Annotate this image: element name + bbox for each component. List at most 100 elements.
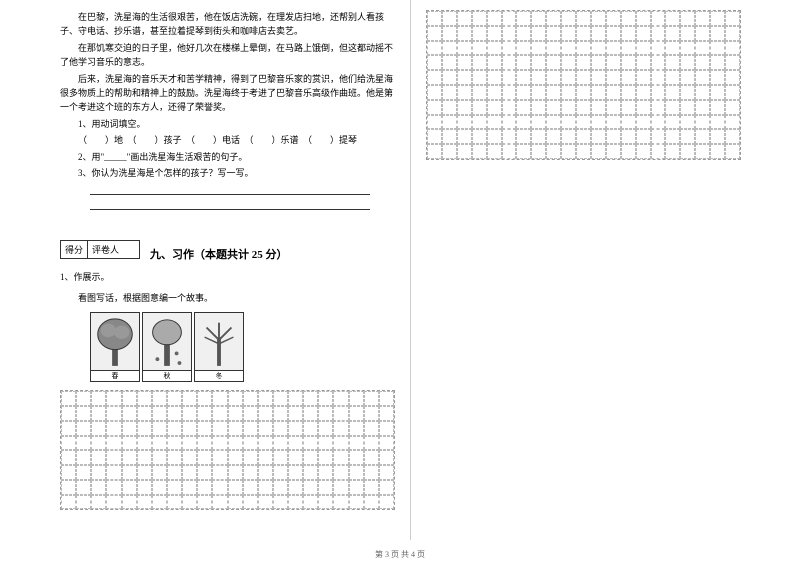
grid-cell <box>349 406 364 421</box>
grid-cell <box>122 465 137 480</box>
grid-cell <box>680 55 695 70</box>
grid-cell <box>546 41 561 56</box>
grid-cell <box>122 495 137 510</box>
grid-cell <box>457 115 472 130</box>
grid-cell <box>303 406 318 421</box>
grid-cell <box>442 85 457 100</box>
grid-cell <box>303 391 318 406</box>
tree-autumn-icon <box>143 313 191 371</box>
grid-cell <box>621 129 636 144</box>
grid-cell <box>91 436 106 451</box>
image-autumn: 秋 <box>142 312 192 382</box>
grid-cell <box>243 436 258 451</box>
grid-cell <box>561 85 576 100</box>
grid-cell <box>152 465 167 480</box>
grid-cell <box>76 436 91 451</box>
answer-line-1 <box>90 183 370 195</box>
grid-cell <box>502 100 517 115</box>
grid-cell <box>472 100 487 115</box>
grid-cell <box>576 144 591 159</box>
grid-cell <box>546 26 561 41</box>
grid-cell <box>651 100 666 115</box>
grid-cell <box>591 129 606 144</box>
grid-cell <box>152 480 167 495</box>
grid-cell <box>258 495 273 510</box>
grid-cell <box>288 391 303 406</box>
grid-cell <box>665 85 680 100</box>
grid-cell <box>457 11 472 26</box>
grid-cell <box>695 26 710 41</box>
grid-cell <box>427 85 442 100</box>
grid-cell <box>606 115 621 130</box>
grid-cell <box>606 41 621 56</box>
grid-cell <box>710 11 725 26</box>
grid-cell <box>695 41 710 56</box>
grid-cell <box>212 391 227 406</box>
grid-cell <box>531 85 546 100</box>
grid-cell <box>106 495 121 510</box>
grid-cell <box>725 11 740 26</box>
grid-cell <box>576 100 591 115</box>
page-container: 在巴黎，洗星海的生活很艰苦，他在饭店洗碗，在理发店扫地，还帮别人看孩子、守电话、… <box>0 0 800 540</box>
grid-cell <box>651 26 666 41</box>
grid-cell <box>152 495 167 510</box>
grid-cell <box>228 436 243 451</box>
grid-cell <box>621 115 636 130</box>
grid-cell <box>621 26 636 41</box>
grid-cell <box>379 480 394 495</box>
grid-cell <box>197 495 212 510</box>
section9-sub1: 1、作展示。 <box>60 270 395 283</box>
grid-cell <box>472 85 487 100</box>
grid-cell <box>76 495 91 510</box>
grid-cell <box>680 41 695 56</box>
grid-cell <box>152 450 167 465</box>
grid-cell <box>152 391 167 406</box>
grid-cell <box>636 144 651 159</box>
grid-cell <box>303 421 318 436</box>
grid-cell <box>427 41 442 56</box>
grid-cell <box>725 26 740 41</box>
grid-cell <box>61 391 76 406</box>
grid-cell <box>531 26 546 41</box>
grid-cell <box>76 391 91 406</box>
grid-cell <box>106 406 121 421</box>
grid-cell <box>167 436 182 451</box>
grid-cell <box>379 495 394 510</box>
caption-autumn: 秋 <box>143 370 191 381</box>
grid-cell <box>442 129 457 144</box>
grid-cell <box>182 436 197 451</box>
grid-cell <box>167 421 182 436</box>
grid-cell <box>487 26 502 41</box>
grid-cell <box>636 41 651 56</box>
grid-cell <box>349 436 364 451</box>
grid-cell <box>197 436 212 451</box>
grid-cell <box>621 55 636 70</box>
grid-cell <box>122 450 137 465</box>
grid-cell <box>442 41 457 56</box>
image-winter: 冬 <box>194 312 244 382</box>
grid-cell <box>502 144 517 159</box>
grid-cell <box>228 480 243 495</box>
grid-cell <box>576 115 591 130</box>
grid-cell <box>502 55 517 70</box>
grid-cell <box>695 129 710 144</box>
grid-cell <box>472 11 487 26</box>
grid-cell <box>651 55 666 70</box>
grid-cell <box>487 70 502 85</box>
grid-cell <box>273 406 288 421</box>
grid-cell <box>546 144 561 159</box>
grid-cell <box>379 391 394 406</box>
grid-cell <box>197 406 212 421</box>
grid-cell <box>710 115 725 130</box>
grid-cell <box>182 421 197 436</box>
grid-cell <box>258 436 273 451</box>
grid-cell <box>680 144 695 159</box>
grid-cell <box>442 11 457 26</box>
grid-cell <box>516 144 531 159</box>
grid-cell <box>442 70 457 85</box>
writing-grid-left <box>60 390 395 510</box>
grid-cell <box>725 55 740 70</box>
grid-cell <box>576 70 591 85</box>
grid-cell <box>710 144 725 159</box>
grid-cell <box>258 421 273 436</box>
